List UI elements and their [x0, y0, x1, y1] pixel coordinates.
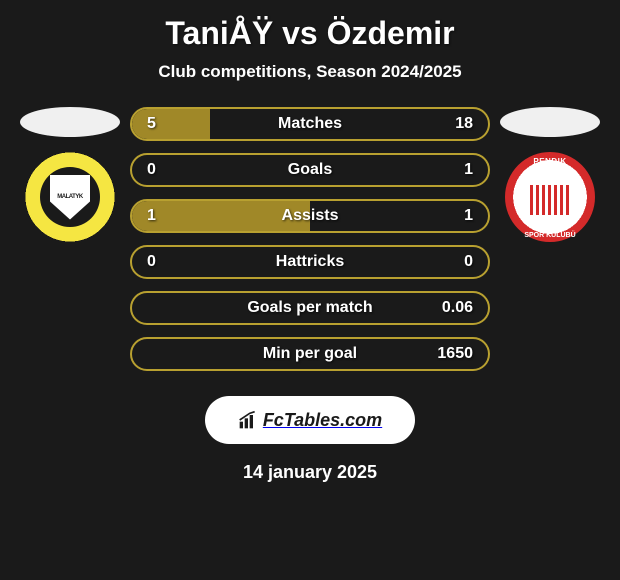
stat-left-value: 5 — [147, 115, 182, 133]
stat-right-value: 1 — [438, 207, 473, 225]
stat-label: Goals per match — [247, 299, 372, 317]
stat-label: Matches — [278, 115, 342, 133]
footer-date: 14 january 2025 — [20, 462, 600, 483]
page-subtitle: Club competitions, Season 2024/2025 — [20, 62, 600, 82]
right-badge-text-top: PENDIK — [533, 157, 566, 166]
stat-label: Assists — [282, 207, 339, 225]
stat-label: Hattricks — [276, 253, 344, 271]
left-badge-text: MALATYK — [57, 194, 82, 200]
page-title: TaniÅŸ vs Özdemir — [20, 15, 600, 52]
right-badge-text-bottom: SPOR KULÜBÜ — [524, 232, 575, 239]
right-player-column: PENDIK SPOR KULÜBÜ — [500, 107, 600, 242]
stat-row-matches: 5 Matches 18 — [130, 107, 490, 141]
stat-right-value: 18 — [438, 115, 473, 133]
stat-right-value: 1650 — [437, 345, 473, 363]
stats-area: MALATYK 5 Matches 18 0 Goals 1 1 — [20, 107, 600, 371]
right-badge-inner: PENDIK SPOR KULÜBÜ — [522, 169, 578, 225]
main-container: TaniÅŸ vs Özdemir Club competitions, Sea… — [0, 0, 620, 498]
stat-left-value: 0 — [147, 253, 182, 271]
stat-row-assists: 1 Assists 1 — [130, 199, 490, 233]
stat-row-goals: 0 Goals 1 — [130, 153, 490, 187]
stat-row-goals-per-match: Goals per match 0.06 — [130, 291, 490, 325]
left-player-column: MALATYK — [20, 107, 120, 242]
branding-link[interactable]: FcTables.com — [205, 396, 415, 444]
stat-right-value: 0 — [438, 253, 473, 271]
stat-left-value: 0 — [147, 161, 182, 179]
left-player-placeholder — [20, 107, 120, 137]
left-team-badge[interactable]: MALATYK — [25, 152, 115, 242]
stats-rows: 5 Matches 18 0 Goals 1 1 Assists 1 0 — [130, 107, 490, 371]
stat-left-value: 1 — [147, 207, 182, 225]
right-player-placeholder — [500, 107, 600, 137]
stat-right-value: 0.06 — [438, 299, 473, 317]
branding-text: FcTables.com — [263, 410, 382, 431]
right-badge-stripes — [530, 185, 570, 215]
stat-right-value: 1 — [438, 161, 473, 179]
stat-row-hattricks: 0 Hattricks 0 — [130, 245, 490, 279]
stat-label: Goals — [288, 161, 332, 179]
stat-label: Min per goal — [263, 345, 357, 363]
right-team-badge[interactable]: PENDIK SPOR KULÜBÜ — [505, 152, 595, 242]
stat-row-min-per-goal: Min per goal 1650 — [130, 337, 490, 371]
chart-icon — [238, 410, 258, 430]
